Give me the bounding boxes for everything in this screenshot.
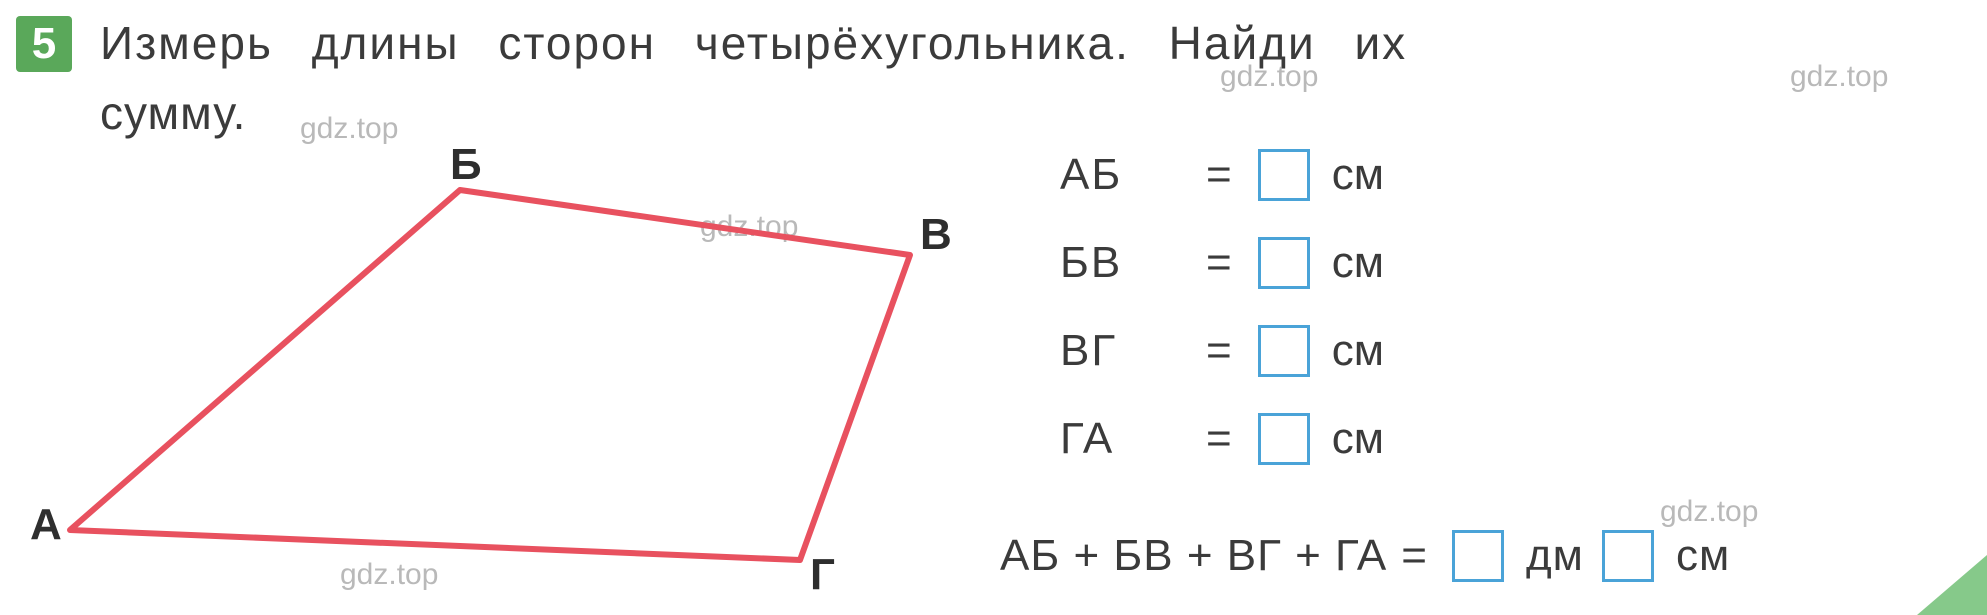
equals-sign: = <box>1206 238 1232 288</box>
quadrilateral-svg <box>30 160 1010 600</box>
unit-label-cm: см <box>1676 531 1730 581</box>
equals-sign: = <box>1206 414 1232 464</box>
sum-lhs: АБ + БВ + ВГ + ГА <box>1000 531 1387 581</box>
answer-box[interactable] <box>1258 149 1310 201</box>
page-corner-decoration <box>1917 555 1987 615</box>
equals-sign: = <box>1401 531 1428 581</box>
instruction-line-2: сумму. <box>100 86 246 140</box>
vertex-label-v: В <box>920 210 952 260</box>
equations-block: АБ = см БВ = см ВГ = см ГА = см <box>1060 140 1384 492</box>
unit-label: см <box>1332 150 1384 200</box>
unit-label: см <box>1332 326 1384 376</box>
vertex-label-b: Б <box>450 140 482 190</box>
equation-row-ga: ГА = см <box>1060 404 1384 474</box>
equation-lhs: ВГ <box>1060 326 1190 376</box>
answer-box[interactable] <box>1452 530 1504 582</box>
page-container: 5 Измерь длины сторон четырёхугольника. … <box>0 0 1987 615</box>
watermark-text: gdz.top <box>1790 60 1888 94</box>
equation-lhs: БВ <box>1060 238 1190 288</box>
equation-row-vg: ВГ = см <box>1060 316 1384 386</box>
equation-lhs: ГА <box>1060 414 1190 464</box>
equals-sign: = <box>1206 150 1232 200</box>
equation-row-ab: АБ = см <box>1060 140 1384 210</box>
unit-label-dm: дм <box>1526 531 1584 581</box>
unit-label: см <box>1332 238 1384 288</box>
equation-lhs: АБ <box>1060 150 1190 200</box>
answer-box[interactable] <box>1602 530 1654 582</box>
corner-triangle <box>1917 555 1987 615</box>
vertex-label-g: Г <box>810 550 835 600</box>
equation-sum-row: АБ + БВ + ВГ + ГА = дм см <box>1000 530 1730 582</box>
watermark-text: gdz.top <box>300 112 398 146</box>
instruction-line-1: Измерь длины сторон четырёхугольника. На… <box>100 16 1407 70</box>
answer-box[interactable] <box>1258 413 1310 465</box>
unit-label: см <box>1332 414 1384 464</box>
quadrilateral-polygon <box>70 190 910 560</box>
equation-row-bv: БВ = см <box>1060 228 1384 298</box>
watermark-text: gdz.top <box>1660 495 1758 529</box>
equals-sign: = <box>1206 326 1232 376</box>
quadrilateral-figure: А Б В Г <box>30 160 1010 600</box>
answer-box[interactable] <box>1258 237 1310 289</box>
vertex-label-a: А <box>30 500 62 550</box>
problem-number-badge: 5 <box>16 16 72 72</box>
answer-box[interactable] <box>1258 325 1310 377</box>
